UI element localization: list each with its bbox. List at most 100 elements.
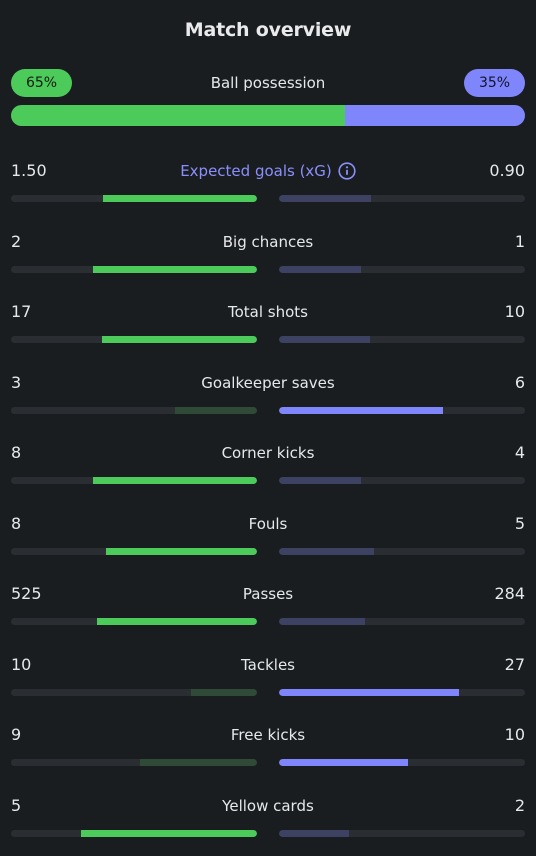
ball-possession-bar xyxy=(11,105,525,126)
stat-name-text: Total shots xyxy=(228,303,308,321)
home-stat-track xyxy=(11,830,257,837)
home-stat-value: 8 xyxy=(11,443,22,462)
home-stat-track xyxy=(11,266,257,273)
away-stat-track xyxy=(279,830,525,837)
ball-possession-label: Ball possession xyxy=(210,74,326,92)
home-stat-track xyxy=(11,759,257,766)
stat-bars xyxy=(11,759,525,766)
home-stat-value: 9 xyxy=(11,725,22,744)
away-possession-badge: 35% xyxy=(464,69,525,97)
away-stat-value: 10 xyxy=(504,725,525,744)
home-stat-value: 525 xyxy=(11,584,42,603)
info-icon[interactable] xyxy=(338,162,356,180)
stat-bars xyxy=(11,195,525,202)
stat-name: Free kicks xyxy=(71,724,465,746)
stat-bars xyxy=(11,407,525,414)
stat-label-row: 8 Corner kicks 4 xyxy=(11,442,525,464)
stat-row: 3 Goalkeeper saves 6 xyxy=(11,372,525,416)
away-stat-track xyxy=(279,477,525,484)
home-stat-fill xyxy=(97,618,257,625)
home-stat-value: 17 xyxy=(11,302,32,321)
home-stat-track xyxy=(11,618,257,625)
stat-name-text: Fouls xyxy=(248,515,288,533)
away-stat-fill xyxy=(279,548,374,555)
home-possession-fill xyxy=(11,105,346,126)
stat-row: 17 Total shots 10 xyxy=(11,301,525,345)
stat-row: 8 Fouls 5 xyxy=(11,513,525,557)
home-stat-value: 10 xyxy=(11,655,32,674)
away-stat-track xyxy=(279,548,525,555)
stat-name-text: Big chances xyxy=(222,233,314,251)
away-stat-value: 1 xyxy=(514,232,525,251)
home-possession-badge: 65% xyxy=(11,69,72,97)
stat-name-text: Corner kicks xyxy=(221,444,315,462)
away-possession-fill xyxy=(345,105,525,126)
stat-row: 2 Big chances 1 xyxy=(11,231,525,275)
stat-name[interactable]: Expected goals (xG) xyxy=(71,160,465,182)
stat-name-text: Yellow cards xyxy=(222,797,314,815)
stat-bars xyxy=(11,689,525,696)
stat-label-row: 8 Fouls 5 xyxy=(11,513,525,535)
home-stat-value: 8 xyxy=(11,514,22,533)
home-stat-value: 2 xyxy=(11,232,22,251)
stat-bars xyxy=(11,548,525,555)
away-stat-value: 6 xyxy=(514,373,525,392)
away-stat-value: 10 xyxy=(504,302,525,321)
stat-label-row: 17 Total shots 10 xyxy=(11,301,525,323)
home-stat-track xyxy=(11,195,257,202)
away-stat-fill xyxy=(279,407,443,414)
away-stat-value: 4 xyxy=(514,443,525,462)
home-stat-fill xyxy=(93,266,257,273)
stat-label-row: 3 Goalkeeper saves 6 xyxy=(11,372,525,394)
stat-name: Passes xyxy=(71,583,465,605)
home-stat-track xyxy=(11,548,257,555)
stat-bars xyxy=(11,618,525,625)
stat-bars xyxy=(11,830,525,837)
away-stat-track xyxy=(279,336,525,343)
away-stat-fill xyxy=(279,759,409,766)
stat-row: 5 Yellow cards 2 xyxy=(11,795,525,839)
stat-row: 525 Passes 284 xyxy=(11,583,525,627)
away-stat-fill xyxy=(279,618,366,625)
stat-row: 10 Tackles 27 xyxy=(11,654,525,698)
away-stat-fill xyxy=(279,689,459,696)
stat-name: Yellow cards xyxy=(71,795,465,817)
stat-name: Big chances xyxy=(71,231,465,253)
stat-name: Fouls xyxy=(71,513,465,535)
page-title: Match overview xyxy=(184,19,352,41)
home-stat-fill xyxy=(190,689,257,696)
stat-row: 1.50 Expected goals (xG) 0.90 xyxy=(11,160,525,204)
home-stat-track xyxy=(11,477,257,484)
home-stat-fill xyxy=(105,548,257,555)
away-stat-fill xyxy=(279,195,372,202)
away-stat-value: 2 xyxy=(514,796,525,815)
stat-bars xyxy=(11,266,525,273)
home-stat-fill xyxy=(93,477,257,484)
stat-label-row: 1.50 Expected goals (xG) 0.90 xyxy=(11,160,525,182)
away-stat-value: 27 xyxy=(504,655,525,674)
stat-name-text: Tackles xyxy=(240,656,296,674)
home-stat-value: 1.50 xyxy=(11,161,47,180)
away-stat-track xyxy=(279,407,525,414)
stat-label-row: 10 Tackles 27 xyxy=(11,654,525,676)
away-stat-value: 0.90 xyxy=(489,161,525,180)
ball-possession-header: 65% Ball possession 35% xyxy=(11,69,525,97)
home-stat-fill xyxy=(103,195,257,202)
stat-label-row: 5 Yellow cards 2 xyxy=(11,795,525,817)
stat-name: Tackles xyxy=(71,654,465,676)
stat-row: 8 Corner kicks 4 xyxy=(11,442,525,486)
stat-name-text: Passes xyxy=(242,585,294,603)
away-stat-value: 5 xyxy=(514,514,525,533)
stat-row: 9 Free kicks 10 xyxy=(11,724,525,768)
home-stat-track xyxy=(11,407,257,414)
away-stat-fill xyxy=(279,830,350,837)
away-stat-track xyxy=(279,618,525,625)
away-stat-track xyxy=(279,195,525,202)
home-stat-value: 5 xyxy=(11,796,22,815)
away-stat-track xyxy=(279,759,525,766)
home-stat-fill xyxy=(81,830,257,837)
home-stat-fill xyxy=(140,759,257,766)
home-stat-fill xyxy=(175,407,257,414)
home-stat-track xyxy=(11,336,257,343)
home-stat-track xyxy=(11,689,257,696)
